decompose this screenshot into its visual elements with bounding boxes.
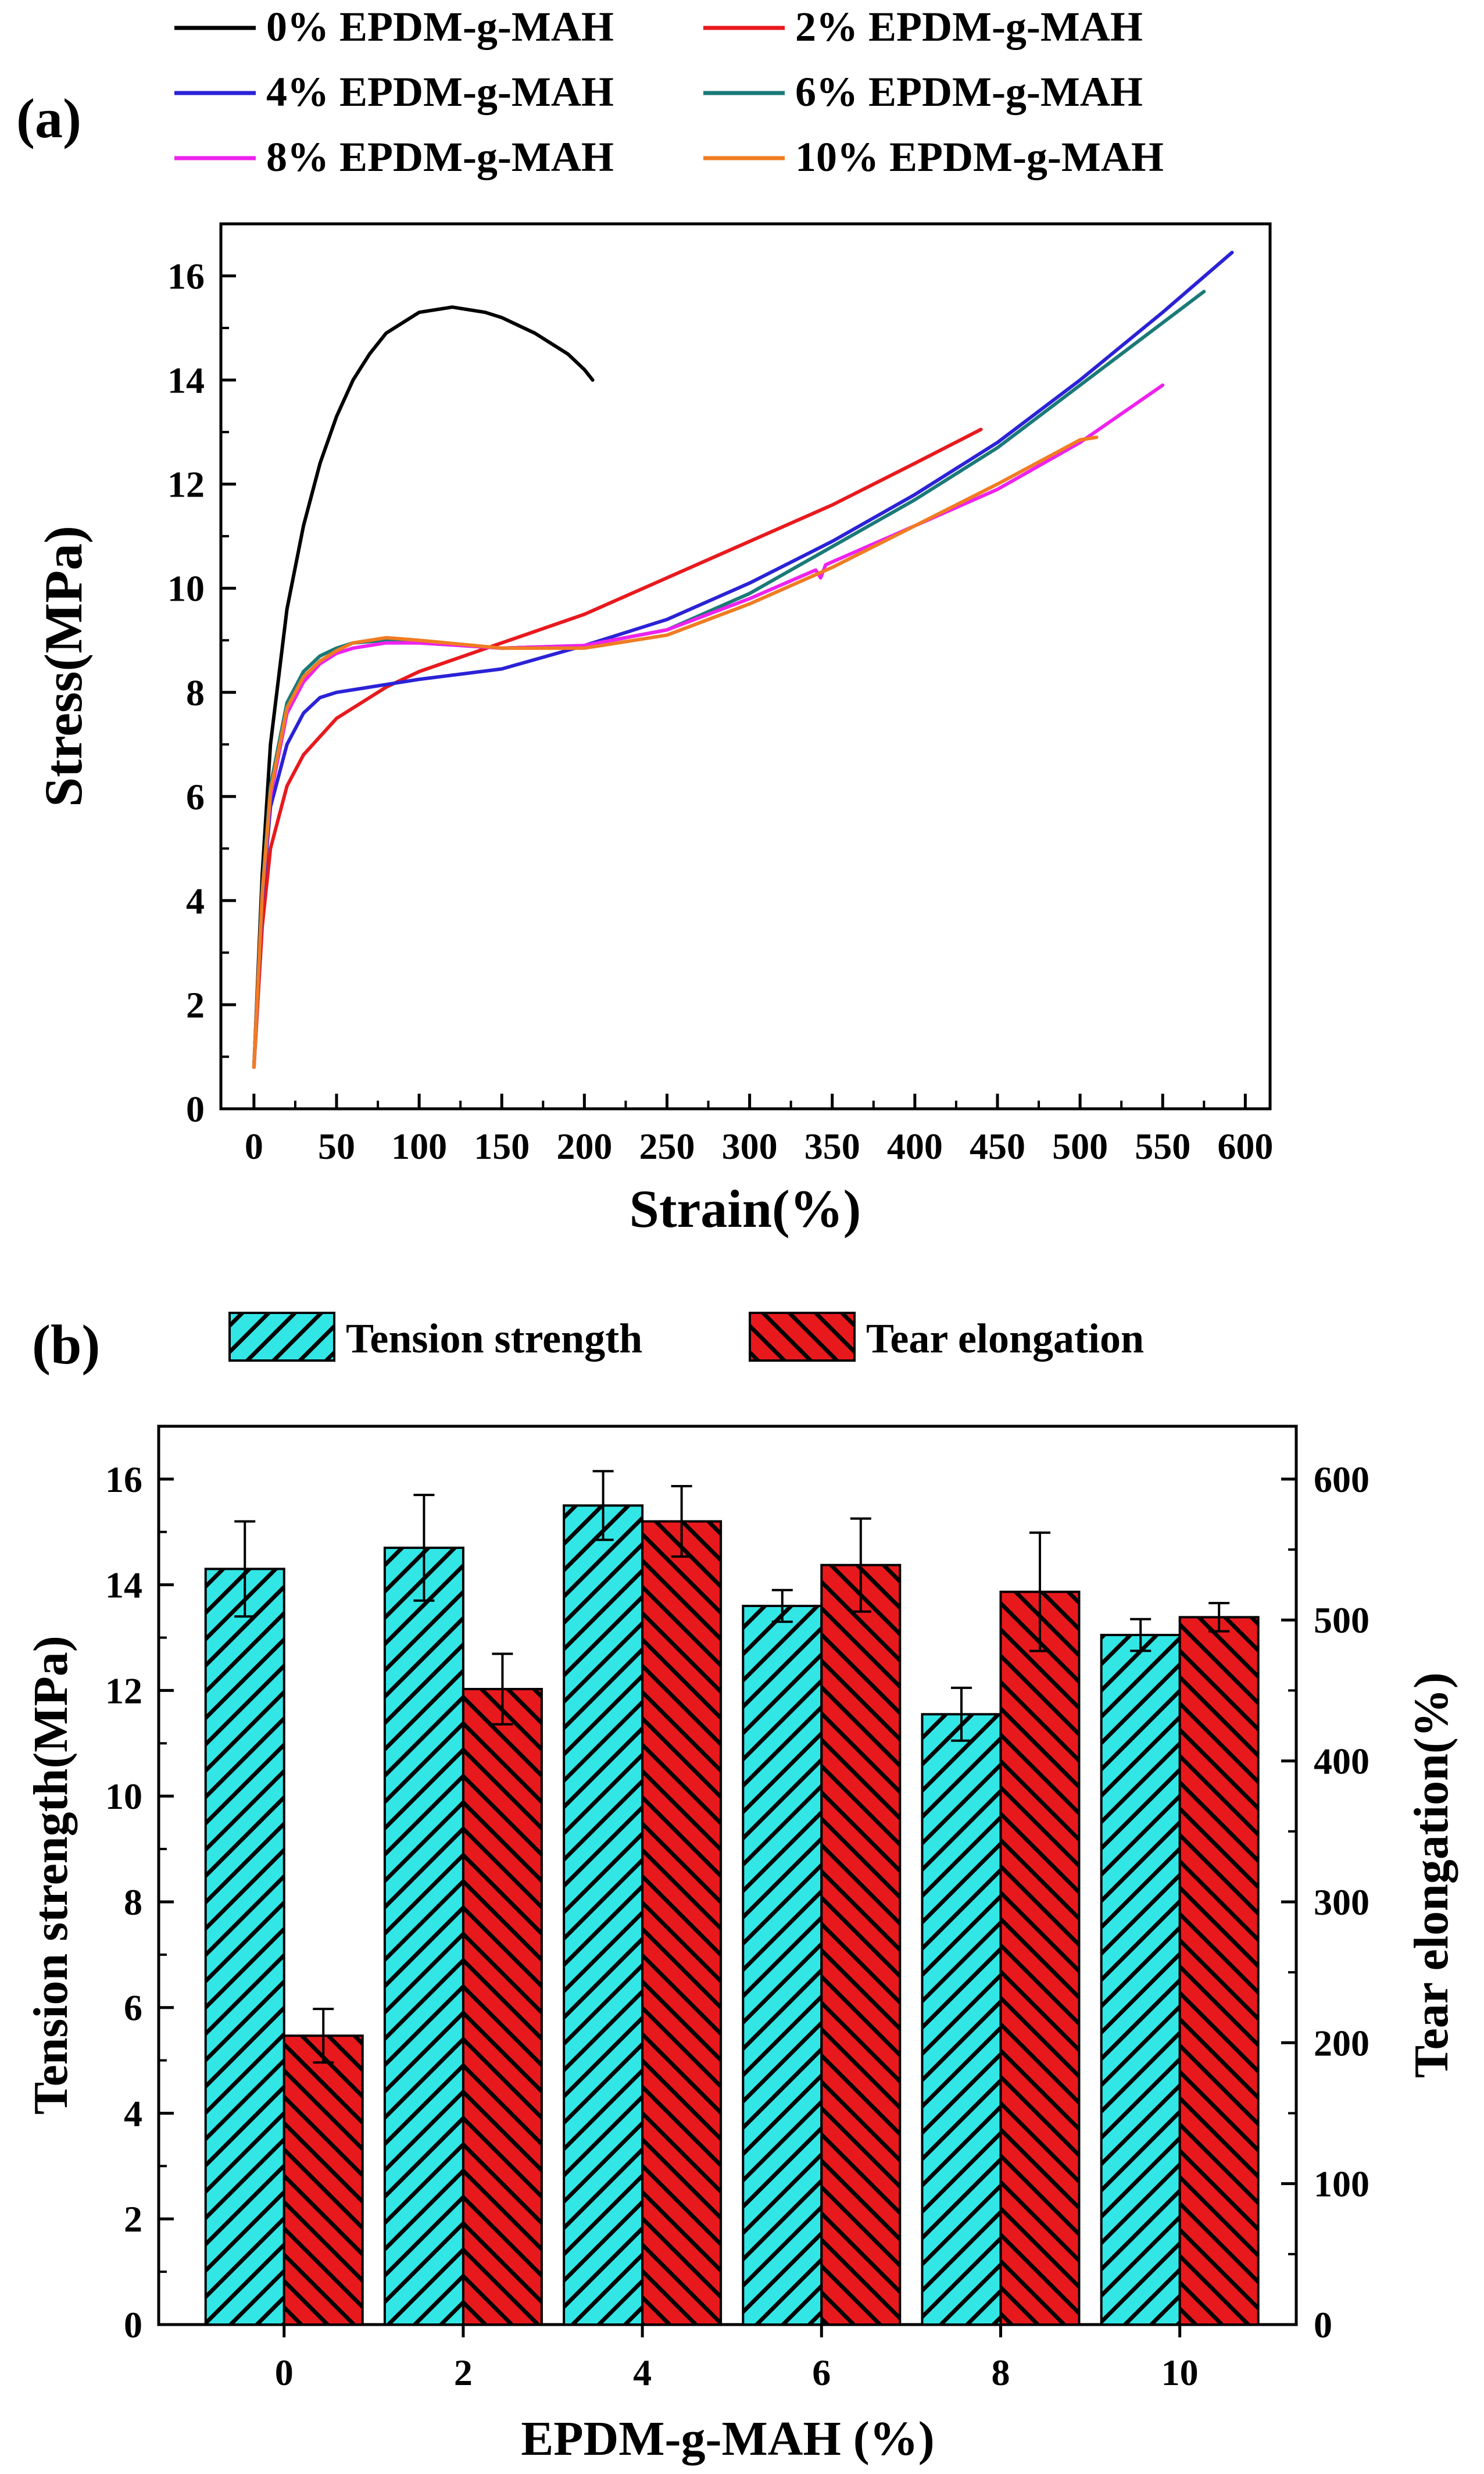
x-tick-label: 8 <box>991 2352 1010 2393</box>
x-tick-label: 0 <box>245 1126 263 1167</box>
legend-label-2: 4% EPDM-g-MAH <box>266 69 614 115</box>
left-y-tick-label: 8 <box>124 1882 142 1923</box>
legend-label-0: 0% EPDM-g-MAH <box>266 3 614 50</box>
bar-tension-strength <box>742 1605 823 2326</box>
x-tick-label: 4 <box>633 2352 652 2393</box>
bar-tear-elongation <box>283 2034 364 2326</box>
bar-tear-elongation <box>462 1687 543 2326</box>
x-tick-label: 100 <box>391 1126 447 1167</box>
right-y-tick-label: 500 <box>1314 1600 1369 1641</box>
bar-tear-elongation <box>1178 1616 1260 2326</box>
x-tick-label: 500 <box>1052 1126 1108 1167</box>
bar-tear-elongation <box>999 1590 1081 2326</box>
bar-tension-strength <box>204 1568 285 2326</box>
panel-a-y-axis-title: Stress(MPa) <box>34 526 93 807</box>
panel-b-plot-frame <box>157 1425 1298 2326</box>
series-line-3 <box>252 290 1206 1069</box>
bar-tear-elongation <box>641 1520 723 2326</box>
legend-label-4: 8% EPDM-g-MAH <box>266 134 614 180</box>
right-y-tick-label: 0 <box>1314 2304 1332 2346</box>
x-tick-label: 200 <box>556 1126 612 1167</box>
panel-b-y-right-axis-title: Tear elongation(%) <box>1404 1672 1458 2078</box>
series-line-2 <box>252 251 1234 1069</box>
x-tick-label: 0 <box>275 2352 294 2393</box>
panel-b: (b) Tension strength Tear elongation 0 2 4 6… <box>24 1312 1458 2466</box>
x-tick-label: 600 <box>1217 1126 1273 1167</box>
y-tick-label: 4 <box>186 880 205 922</box>
legend-label-1: Tear elongation <box>866 1315 1144 1362</box>
y-tick-label: 6 <box>186 776 205 817</box>
panel-b-label: (b) <box>32 1313 100 1376</box>
x-tick-label: 2 <box>454 2352 473 2393</box>
left-y-tick-label: 16 <box>105 1459 142 1500</box>
left-y-tick-label: 14 <box>105 1565 142 1606</box>
legend-swatch-0 <box>228 1312 335 1362</box>
x-tick-label: 400 <box>887 1126 943 1167</box>
legend-label-5: 10% EPDM-g-MAH <box>795 134 1164 180</box>
x-tick-label: 50 <box>318 1126 355 1167</box>
y-tick-label: 8 <box>186 672 205 713</box>
panel-a-x-axis-title: Strain(%) <box>630 1179 861 1238</box>
x-tick-label: 10 <box>1161 2352 1199 2393</box>
bar-tension-strength <box>563 1504 644 2326</box>
y-tick-label: 2 <box>186 984 205 1026</box>
left-y-tick-label: 12 <box>105 1670 142 1711</box>
bar-tension-strength <box>921 1713 1002 2326</box>
x-tick-label: 450 <box>970 1126 1025 1167</box>
x-tick-label: 6 <box>812 2352 831 2393</box>
y-tick-label: 14 <box>167 360 205 401</box>
panel-b-axes: 0 2 4 6 8 10 12 14 16 0 100 200 300 400 500 600 0 2 4 6 8 10 <box>105 1425 1369 2393</box>
series-line-1 <box>252 427 983 1069</box>
legend-label-0: Tension strength <box>346 1315 642 1362</box>
right-y-tick-label: 600 <box>1314 1459 1369 1500</box>
right-y-tick-label: 100 <box>1314 2164 1369 2205</box>
legend-swatch-1 <box>749 1312 856 1362</box>
legend-label-3: 6% EPDM-g-MAH <box>795 69 1143 115</box>
x-tick-label: 350 <box>804 1126 860 1167</box>
x-tick-label: 300 <box>722 1126 778 1167</box>
series-line-5 <box>252 435 1099 1069</box>
bar-tension-strength <box>383 1547 464 2326</box>
panel-a: (a) 0% EPDM-g-MAH 2% EPDM-g-MAH 4% EPDM-g-… <box>16 3 1273 1238</box>
series-line-4 <box>252 383 1165 1069</box>
left-y-tick-label: 10 <box>105 1776 142 1817</box>
x-tick-label: 250 <box>639 1126 695 1167</box>
panel-a-legend: 0% EPDM-g-MAH 2% EPDM-g-MAH 4% EPDM-g-MAH 6… <box>174 3 1164 180</box>
x-tick-label: 550 <box>1135 1126 1190 1167</box>
y-tick-label: 0 <box>186 1088 205 1130</box>
legend-label-1: 2% EPDM-g-MAH <box>795 3 1143 50</box>
x-tick-label: 150 <box>474 1126 530 1167</box>
panel-a-plot-frame <box>219 222 1272 1111</box>
bar-tension-strength <box>1100 1633 1181 2326</box>
panel-b-y-axis-title: Tension strength(MPa) <box>24 1636 78 2115</box>
panel-a-label: (a) <box>16 87 81 149</box>
right-y-tick-label: 400 <box>1314 1741 1369 1782</box>
bar-tear-elongation <box>820 1563 902 2326</box>
y-tick-label: 10 <box>167 568 205 609</box>
left-y-tick-label: 0 <box>124 2304 142 2346</box>
panel-b-bars <box>204 1470 1260 2326</box>
y-tick-label: 16 <box>167 256 205 297</box>
y-tick-label: 12 <box>167 464 205 505</box>
right-y-tick-label: 300 <box>1314 1882 1369 1923</box>
series-line-0 <box>252 305 595 1069</box>
left-y-tick-label: 4 <box>124 2093 142 2134</box>
right-y-tick-label: 200 <box>1314 2022 1369 2064</box>
panel-b-x-axis-title: EPDM-g-MAH (%) <box>521 2412 934 2466</box>
left-y-tick-label: 6 <box>124 1987 142 2029</box>
panel-a-axes: 0 50 100 150 200 250 300 350 400 450 500 550 600 0 2 4 6… <box>167 223 1273 1167</box>
panel-b-legend: Tension strength Tear elongation <box>228 1312 1144 1362</box>
left-y-tick-label: 2 <box>124 2198 142 2240</box>
panel-a-lines <box>252 251 1234 1069</box>
